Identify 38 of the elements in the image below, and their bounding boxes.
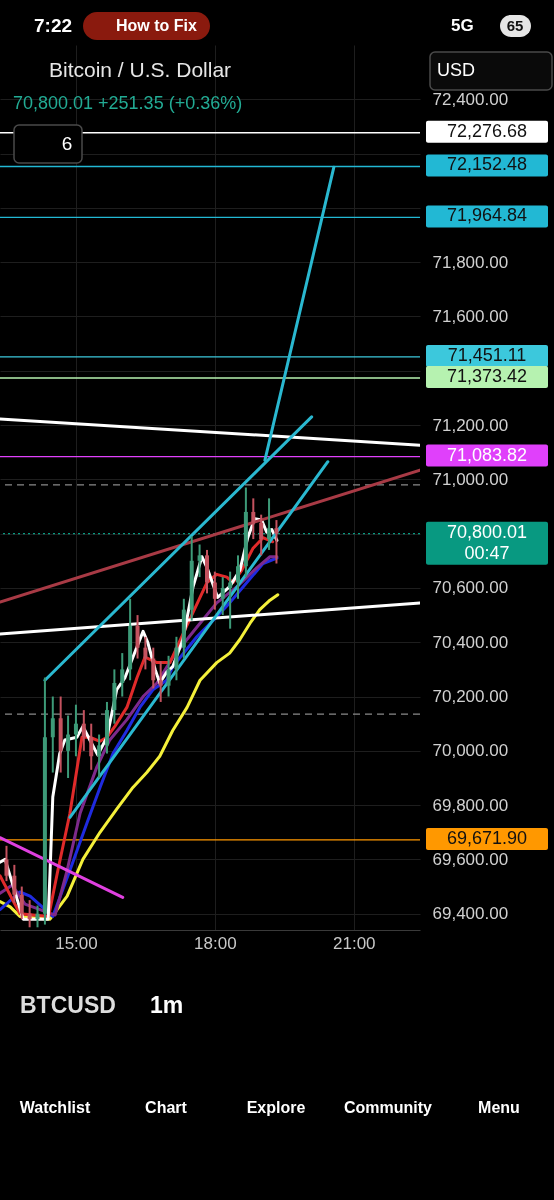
y-tick-label: 70,000.00 (432, 741, 509, 761)
ref-line-label: 71,083.82 (446, 444, 528, 465)
x-tick-label: 18:00 (194, 933, 237, 953)
ref-line-label: 71,964.84 (446, 205, 528, 226)
text: 5G (451, 16, 474, 35)
text: How to Fix (116, 17, 197, 34)
annotation: 6 (61, 133, 73, 154)
y-tick-label: 71,600.00 (432, 306, 509, 326)
text: 70,800.01 +251.35 (+0.36%) (13, 93, 243, 113)
y-tick-label: 71,200.00 (432, 415, 509, 435)
ref-line-label: 71,451.11 (447, 344, 527, 365)
text: 65 (506, 17, 524, 34)
text: Chart (145, 1099, 188, 1116)
ref-line-label: 71,373.42 (446, 365, 528, 386)
y-tick-label: 69,400.00 (432, 904, 509, 924)
text: USD (437, 60, 476, 80)
y-tick-label: 71,800.00 (432, 252, 509, 272)
y-tick-label: 69,600.00 (432, 849, 509, 869)
y-tick-label: 69,800.00 (432, 795, 509, 815)
ref-line-label: 72,276.68 (446, 120, 528, 141)
text: BTCUSD (20, 992, 116, 1018)
y-tick-label: 70,400.00 (432, 632, 509, 652)
text: Menu (478, 1099, 520, 1116)
ref-line-label: 72,152.48 (446, 154, 528, 175)
y-tick-label: 70,600.00 (432, 578, 509, 598)
text: Watchlist (19, 1099, 91, 1116)
x-tick-label: 21:00 (333, 933, 376, 953)
y-tick-label: 72,400.00 (432, 89, 509, 109)
text: 7:22 (34, 15, 73, 36)
text: Explore (246, 1099, 306, 1116)
ref-line-label: 70,800.01 00:47 (446, 521, 528, 563)
text: Community (344, 1099, 433, 1116)
y-tick-label: 71,000.00 (432, 469, 509, 489)
text: 1m (150, 992, 184, 1018)
y-tick-label: 70,200.00 (432, 687, 509, 707)
x-tick-label: 15:00 (55, 933, 98, 953)
text: Bitcoin / U.S. Dollar (49, 58, 232, 81)
ref-line-label: 69,671.90 (446, 827, 528, 848)
